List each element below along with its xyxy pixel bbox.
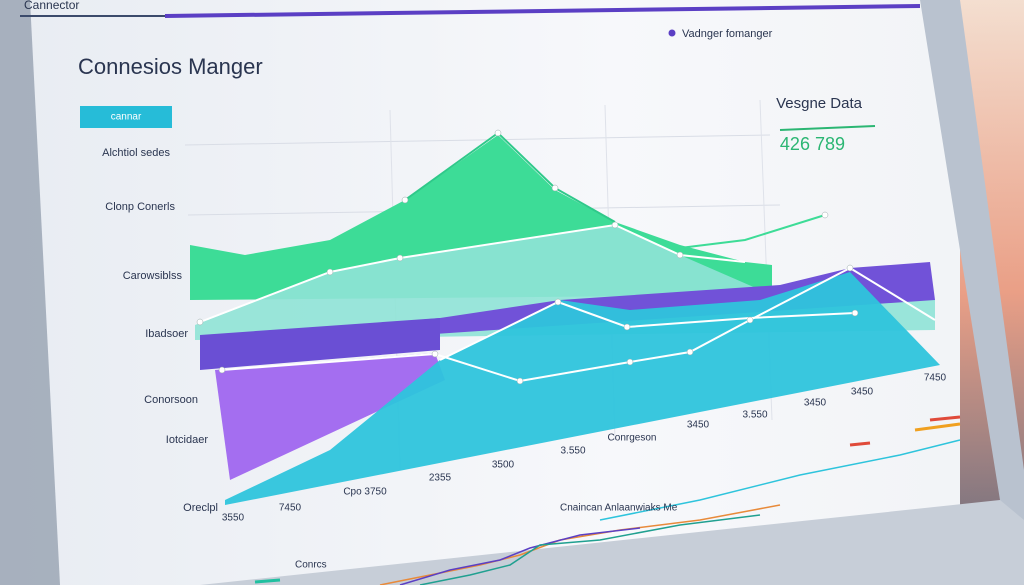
axis-label: 3550 xyxy=(222,513,245,524)
point xyxy=(396,254,404,262)
marker xyxy=(254,578,281,584)
side-label: Clonp Conerls xyxy=(105,201,175,213)
line xyxy=(404,131,616,223)
panel-title: Vesgne Data xyxy=(776,95,863,112)
bottom-caption: Cnaincan Anlaanwiaks Me xyxy=(560,503,678,514)
point xyxy=(851,309,859,317)
point xyxy=(746,316,754,324)
line xyxy=(419,514,761,585)
line xyxy=(199,223,746,323)
monitor-bezel-left xyxy=(0,0,60,585)
button[interactable] xyxy=(80,106,172,128)
line xyxy=(599,439,961,521)
point xyxy=(686,348,694,356)
side-label: Alchtiol sedes xyxy=(102,147,170,159)
point xyxy=(326,268,334,276)
point xyxy=(516,377,524,385)
point xyxy=(846,264,854,272)
legend-label: Vadnger fomanger xyxy=(682,28,773,40)
point xyxy=(626,358,634,366)
panel-value: 426 789 xyxy=(780,134,845,154)
panel-rule xyxy=(779,125,876,131)
axis-label: Conrgeson xyxy=(608,433,657,444)
point xyxy=(611,221,619,229)
marker xyxy=(914,422,961,432)
points xyxy=(196,129,859,385)
axis-label: 7450 xyxy=(924,373,947,384)
point xyxy=(676,251,684,259)
bottom-label: Conrcs xyxy=(295,560,327,571)
side-label: Oreclpl xyxy=(183,502,218,514)
axis-label: 7450 xyxy=(279,503,302,514)
point xyxy=(218,366,226,374)
axis-label: 2355 xyxy=(429,473,452,484)
monitor-bezel-bottom xyxy=(200,500,1024,585)
axis-label: 3.550 xyxy=(560,446,585,457)
point xyxy=(623,323,631,331)
axis-label: 3450 xyxy=(851,387,874,398)
side-label: Carowsiblss xyxy=(123,270,183,282)
point xyxy=(494,129,502,137)
line xyxy=(221,266,936,383)
area-purple xyxy=(200,318,440,370)
point xyxy=(821,211,829,219)
point xyxy=(401,196,409,204)
side-labels: Alchtiol sedes Clonp Conerls Carowsiblss Ib… xyxy=(102,147,218,514)
grid-line xyxy=(184,134,771,146)
side-label: Conorsoon xyxy=(144,394,198,406)
axis-labels: 3550 7450 Cpo 3750 2355 3500 3.550 Conrgeson 34… xyxy=(222,373,947,524)
marker xyxy=(849,441,871,447)
point xyxy=(196,318,204,326)
page-title: Connesios Manger xyxy=(78,54,263,79)
side-label: Iotcidaer xyxy=(166,434,209,446)
monitor-bezel-right xyxy=(920,0,1024,585)
point xyxy=(554,298,562,306)
point xyxy=(431,350,439,358)
top-bar xyxy=(164,4,921,18)
axis-label: Cpo 3750 xyxy=(343,487,387,498)
axis-label: 3.550 xyxy=(742,410,767,421)
side-label: Ibadsoer xyxy=(145,328,188,340)
button-label[interactable]: cannar xyxy=(111,112,142,123)
axis-label: 3500 xyxy=(492,460,515,471)
legend-dot xyxy=(668,29,676,37)
area-cyan xyxy=(225,272,940,505)
tab-label: Cannector xyxy=(24,0,79,12)
line xyxy=(679,214,826,249)
line xyxy=(399,527,641,585)
marker xyxy=(929,415,961,422)
area-violet xyxy=(215,353,445,480)
axis-label: 3450 xyxy=(804,398,827,409)
point xyxy=(551,184,559,192)
axis-label: 3450 xyxy=(687,420,710,431)
